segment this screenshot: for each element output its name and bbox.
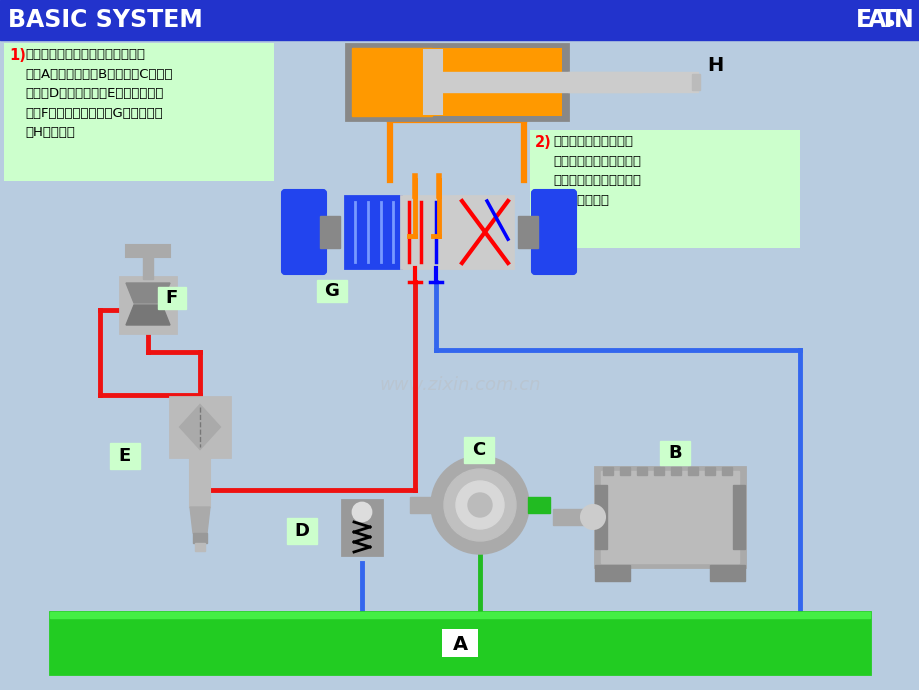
Text: A: A <box>867 8 885 32</box>
Bar <box>342 500 381 555</box>
Text: G: G <box>324 282 339 300</box>
Bar <box>352 48 562 116</box>
Bar <box>619 467 630 475</box>
Bar <box>567 72 698 92</box>
Bar <box>595 467 744 567</box>
Bar <box>110 443 140 469</box>
Circle shape <box>353 503 370 521</box>
Bar <box>193 533 207 543</box>
Bar <box>126 245 170 257</box>
Bar <box>352 48 432 116</box>
Text: 2): 2) <box>535 135 551 150</box>
Text: H: H <box>706 56 722 75</box>
Circle shape <box>456 481 504 529</box>
Bar <box>595 485 607 549</box>
Bar <box>457 196 513 268</box>
Text: B: B <box>667 444 681 462</box>
Bar <box>709 565 744 581</box>
Polygon shape <box>126 283 170 303</box>
Text: 1): 1) <box>9 48 26 63</box>
Bar <box>0 0 919 40</box>
Circle shape <box>432 457 528 553</box>
Bar <box>119 277 176 333</box>
Bar <box>691 74 699 90</box>
Bar <box>424 50 441 114</box>
FancyBboxPatch shape <box>531 190 575 274</box>
Bar <box>170 397 230 457</box>
Bar <box>600 471 738 563</box>
Text: www.zixin.com.cn: www.zixin.com.cn <box>379 376 540 394</box>
Text: F: F <box>165 289 178 307</box>
Text: BASIC SYSTEM: BASIC SYSTEM <box>8 8 202 32</box>
Bar <box>320 216 340 248</box>
Polygon shape <box>126 305 170 325</box>
Bar <box>552 509 598 525</box>
Polygon shape <box>190 507 210 533</box>
Bar <box>401 196 457 268</box>
Bar <box>687 467 698 475</box>
FancyBboxPatch shape <box>282 190 325 274</box>
Bar <box>50 612 869 674</box>
Text: 一般认为一个简单的液压系统由油
箱（A）、电动机（B）、泵（C）、溢
流阀（D）、过滤器（E）、流量控制
阀（F）、方向控制阀（G）、和油缸
（H）组成。: 一般认为一个简单的液压系统由油 箱（A）、电动机（B）、泵（C）、溢 流阀（D）… <box>25 48 173 139</box>
Bar <box>653 467 664 475</box>
Text: A: A <box>452 635 467 653</box>
Bar <box>158 287 186 309</box>
Bar <box>195 543 205 551</box>
Text: C: C <box>471 441 485 459</box>
Bar <box>529 130 800 248</box>
Bar <box>721 467 732 475</box>
Text: N: N <box>893 8 913 32</box>
Bar <box>441 72 641 92</box>
Text: 油缸的运动是由流量控
制阀（确定运动的速度）
和方向控制阀（油缸运动
的方向）控制。: 油缸的运动是由流量控 制阀（确定运动的速度） 和方向控制阀（油缸运动 的方向）控… <box>552 135 641 206</box>
Bar <box>670 467 680 475</box>
Bar <box>287 518 317 544</box>
Text: E: E <box>119 447 131 465</box>
Bar <box>441 629 478 657</box>
Text: D: D <box>294 522 309 540</box>
Polygon shape <box>180 405 220 449</box>
Bar <box>317 280 346 302</box>
Bar <box>595 565 630 581</box>
Bar <box>704 467 714 475</box>
Bar <box>528 497 550 513</box>
Circle shape <box>468 493 492 517</box>
Bar <box>142 255 153 279</box>
Circle shape <box>444 469 516 541</box>
Bar <box>345 196 401 268</box>
Bar <box>50 612 869 618</box>
Bar <box>602 467 612 475</box>
Bar <box>4 43 274 181</box>
Text: T: T <box>879 8 895 32</box>
Bar <box>517 216 538 248</box>
Circle shape <box>888 21 892 26</box>
Bar <box>659 441 689 465</box>
Text: E: E <box>855 8 871 32</box>
Bar <box>190 457 210 507</box>
Bar <box>732 485 744 549</box>
Bar <box>410 497 432 513</box>
Bar <box>346 44 567 120</box>
Circle shape <box>581 505 605 529</box>
Bar <box>463 437 494 463</box>
Bar <box>636 467 646 475</box>
